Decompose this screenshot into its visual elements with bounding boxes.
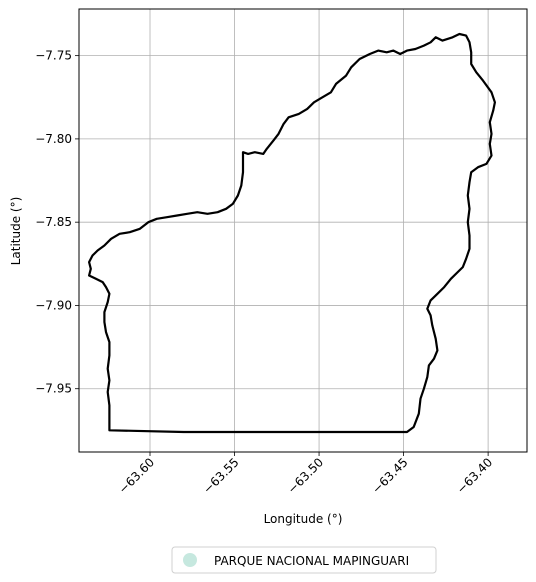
- legend-box: [171, 546, 437, 574]
- y-tick-label: −7.80: [35, 132, 72, 146]
- y-tick-label: −7.85: [35, 215, 72, 229]
- legend-marker: [183, 553, 197, 567]
- y-tick-label: −7.75: [35, 49, 72, 63]
- y-tick-label: −7.90: [35, 298, 72, 312]
- x-axis-label: Longitude (°): [264, 512, 343, 526]
- y-axis-label: Latitude (°): [9, 197, 23, 266]
- legend: PARQUE NACIONAL MAPINGUARI: [171, 546, 437, 574]
- plot-frame: [78, 8, 528, 453]
- grid-lines: [79, 9, 527, 452]
- legend-label: PARQUE NACIONAL MAPINGUARI: [214, 554, 409, 568]
- y-tick-label: −7.95: [35, 382, 72, 396]
- park-boundary: [88, 32, 496, 434]
